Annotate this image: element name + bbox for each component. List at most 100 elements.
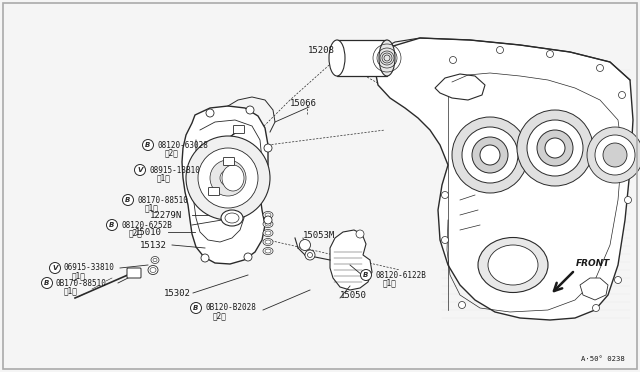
Circle shape xyxy=(186,136,270,220)
Circle shape xyxy=(360,269,371,280)
Text: B: B xyxy=(145,142,150,148)
Circle shape xyxy=(618,92,625,99)
Ellipse shape xyxy=(150,267,156,273)
Text: FRONT: FRONT xyxy=(576,259,611,268)
Ellipse shape xyxy=(265,249,271,253)
Circle shape xyxy=(545,138,565,158)
Ellipse shape xyxy=(225,213,239,223)
Ellipse shape xyxy=(263,221,273,228)
Text: 15066: 15066 xyxy=(290,99,317,108)
Ellipse shape xyxy=(329,40,345,76)
Circle shape xyxy=(244,253,252,261)
Circle shape xyxy=(625,196,632,203)
Text: V: V xyxy=(52,265,58,271)
Circle shape xyxy=(206,109,214,117)
Text: （2）: （2） xyxy=(129,228,143,237)
Circle shape xyxy=(603,143,627,167)
Circle shape xyxy=(497,46,504,54)
Text: B: B xyxy=(364,272,369,278)
Text: 15132: 15132 xyxy=(140,241,167,250)
Text: B: B xyxy=(125,197,131,203)
Circle shape xyxy=(537,130,573,166)
Text: A·50° 0238: A·50° 0238 xyxy=(581,356,625,362)
Circle shape xyxy=(517,110,593,186)
Text: 15053M: 15053M xyxy=(303,231,335,240)
Circle shape xyxy=(356,230,364,238)
Ellipse shape xyxy=(263,230,273,237)
Text: 08120-6122B: 08120-6122B xyxy=(375,270,426,279)
Circle shape xyxy=(191,302,202,314)
Text: 08120-6252B: 08120-6252B xyxy=(121,221,172,230)
Polygon shape xyxy=(330,230,372,290)
Text: 15208: 15208 xyxy=(308,45,335,55)
Polygon shape xyxy=(182,106,268,264)
Ellipse shape xyxy=(263,247,273,254)
Ellipse shape xyxy=(222,165,244,191)
Circle shape xyxy=(42,278,52,289)
Ellipse shape xyxy=(265,231,271,235)
Ellipse shape xyxy=(488,245,538,285)
Circle shape xyxy=(614,276,621,283)
Text: V: V xyxy=(138,167,143,173)
Circle shape xyxy=(134,164,145,176)
Text: 12279N: 12279N xyxy=(150,211,182,219)
Text: 08120-63028: 08120-63028 xyxy=(157,141,208,150)
Text: 15050: 15050 xyxy=(340,291,367,299)
Circle shape xyxy=(595,135,635,175)
Ellipse shape xyxy=(263,238,273,246)
Circle shape xyxy=(122,195,134,205)
Polygon shape xyxy=(580,278,608,300)
Ellipse shape xyxy=(478,237,548,292)
Text: （1）: （1） xyxy=(157,173,171,183)
Circle shape xyxy=(264,144,272,152)
Ellipse shape xyxy=(263,212,273,218)
Ellipse shape xyxy=(379,40,395,76)
Ellipse shape xyxy=(265,222,271,226)
Circle shape xyxy=(480,145,500,165)
Circle shape xyxy=(106,219,118,231)
Circle shape xyxy=(198,148,258,208)
FancyBboxPatch shape xyxy=(209,187,220,196)
Circle shape xyxy=(587,127,640,183)
Polygon shape xyxy=(375,38,633,320)
Polygon shape xyxy=(435,74,485,100)
Ellipse shape xyxy=(221,210,243,226)
Text: （1）: （1） xyxy=(64,286,78,295)
Circle shape xyxy=(49,263,61,273)
Text: （2）: （2） xyxy=(213,311,227,321)
Circle shape xyxy=(300,240,310,250)
Circle shape xyxy=(220,170,236,186)
Ellipse shape xyxy=(148,266,158,275)
Circle shape xyxy=(442,192,449,199)
FancyBboxPatch shape xyxy=(337,40,387,76)
Circle shape xyxy=(462,127,518,183)
Ellipse shape xyxy=(265,240,271,244)
Ellipse shape xyxy=(265,213,271,217)
Circle shape xyxy=(264,216,272,224)
Text: 0B120-B2028: 0B120-B2028 xyxy=(205,304,256,312)
Circle shape xyxy=(201,254,209,262)
Text: （1）: （1） xyxy=(72,272,86,280)
Text: B: B xyxy=(44,280,50,286)
Circle shape xyxy=(593,305,600,311)
Text: 15302: 15302 xyxy=(164,289,191,298)
Ellipse shape xyxy=(151,257,159,263)
Text: 15010: 15010 xyxy=(135,228,162,237)
Text: （2）: （2） xyxy=(165,148,179,157)
Circle shape xyxy=(596,64,604,71)
FancyBboxPatch shape xyxy=(234,125,244,134)
Text: 08170-88510: 08170-88510 xyxy=(137,196,188,205)
Circle shape xyxy=(452,117,528,193)
Text: 08915-13B10: 08915-13B10 xyxy=(149,166,200,174)
Text: B: B xyxy=(193,305,198,311)
Text: 0B170-88510: 0B170-88510 xyxy=(56,279,107,288)
Text: B: B xyxy=(109,222,115,228)
Circle shape xyxy=(472,137,508,173)
Text: （1）: （1） xyxy=(383,279,397,288)
Text: 06915-33810: 06915-33810 xyxy=(64,263,115,273)
Circle shape xyxy=(143,140,154,151)
Circle shape xyxy=(246,106,254,114)
FancyBboxPatch shape xyxy=(223,157,234,166)
Text: （1）: （1） xyxy=(145,203,159,212)
FancyBboxPatch shape xyxy=(127,268,141,278)
